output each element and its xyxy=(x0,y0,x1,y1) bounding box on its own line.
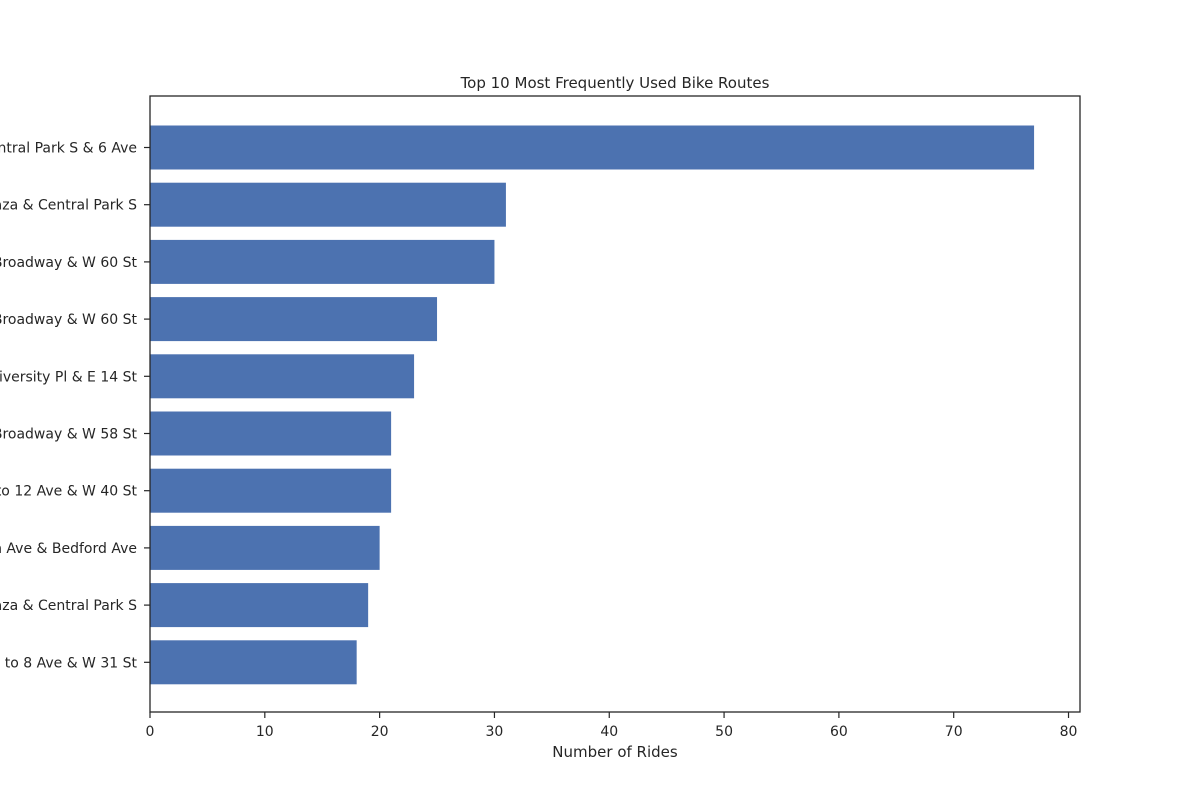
bar xyxy=(150,239,495,284)
bar xyxy=(150,125,1035,170)
y-tick-label: aza & Central Park S xyxy=(0,598,137,614)
x-tick-label: 60 xyxy=(830,724,848,740)
x-tick-label: 20 xyxy=(371,724,389,740)
bar xyxy=(150,583,369,628)
chart-title: Top 10 Most Frequently Used Bike Routes xyxy=(460,74,770,92)
y-tick-label: iversity Pl & E 14 St xyxy=(0,369,138,385)
y-tick-label: n Ave & Bedford Ave xyxy=(0,541,137,557)
y-tick-label: to 12 Ave & W 40 St xyxy=(0,484,137,500)
y-tick-label: e to 8 Ave & W 31 St xyxy=(0,655,137,671)
bar xyxy=(150,468,392,513)
x-tick-label: 30 xyxy=(486,724,504,740)
x-tick-label: 80 xyxy=(1060,724,1078,740)
x-tick-label: 10 xyxy=(256,724,274,740)
x-tick-label: 0 xyxy=(146,724,155,740)
x-tick-label: 50 xyxy=(715,724,733,740)
bar xyxy=(150,525,380,570)
x-axis-label: Number of Rides xyxy=(552,743,678,761)
y-tick-label: Broadway & W 60 St xyxy=(0,255,138,271)
y-tick-label: Broadway & W 60 St xyxy=(0,312,138,328)
y-tick-label: ntral Park S & 6 Ave xyxy=(0,141,137,157)
bar xyxy=(150,640,357,685)
plot-frame xyxy=(149,95,1081,713)
x-tick-label: 70 xyxy=(945,724,963,740)
y-tick-label: Broadway & W 58 St xyxy=(0,427,138,443)
y-axis-ticks: ntral Park S & 6 Ave aza & Central Park S… xyxy=(0,141,150,671)
bar xyxy=(150,354,415,399)
bar xyxy=(150,182,506,227)
bar xyxy=(150,411,392,456)
y-tick-label: aza & Central Park S xyxy=(0,198,137,214)
x-tick-label: 40 xyxy=(600,724,618,740)
x-axis-ticks: 0 10 20 30 40 50 60 70 80 xyxy=(146,712,1078,740)
bars-group xyxy=(150,125,1035,685)
bar xyxy=(150,297,438,342)
